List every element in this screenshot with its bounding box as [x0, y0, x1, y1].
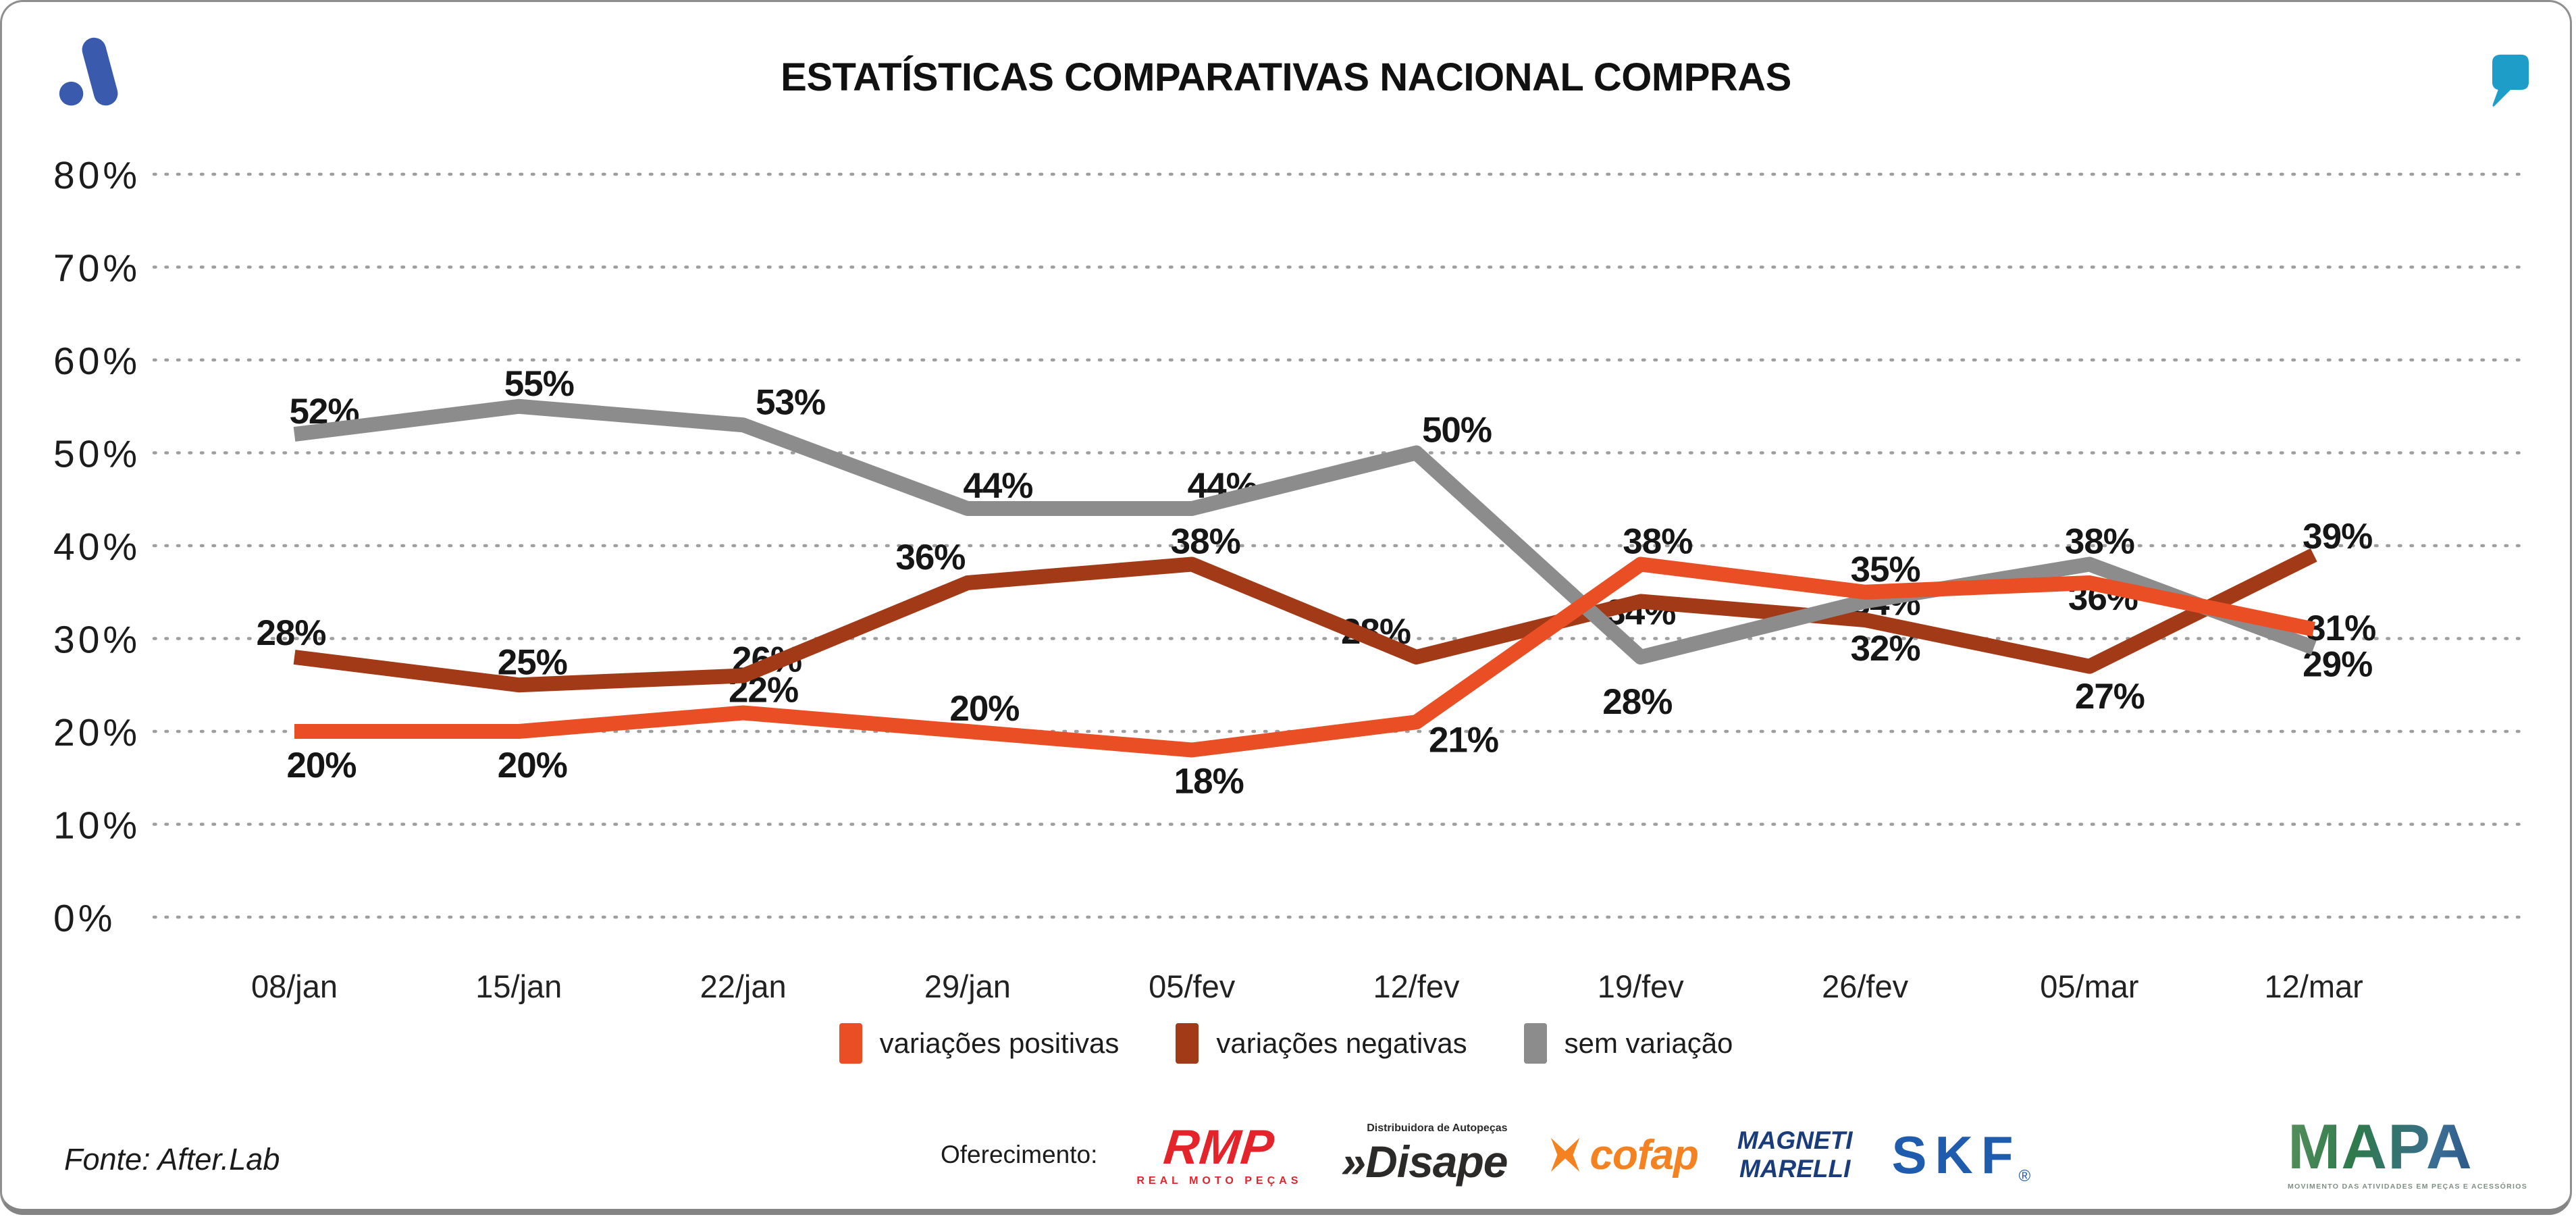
- legend-item-negativas: variações negativas: [1176, 1023, 1467, 1064]
- legend-swatch-positivas: [839, 1023, 862, 1064]
- svg-text:20%: 20%: [286, 746, 356, 785]
- svg-text:19/fev: 19/fev: [1598, 968, 1685, 1004]
- svg-text:38%: 38%: [2065, 522, 2134, 562]
- svg-text:38%: 38%: [1171, 522, 1240, 562]
- svg-text:0%: 0%: [53, 897, 115, 940]
- legend-label-positivas: variações positivas: [879, 1027, 1120, 1059]
- svg-text:36%: 36%: [895, 538, 965, 577]
- chart-legend: variações positivas variações negativas …: [2, 1023, 2570, 1064]
- svg-text:50%: 50%: [1422, 411, 1492, 450]
- svg-text:08/jan: 08/jan: [251, 968, 338, 1004]
- magneti-line1: MAGNETI: [1737, 1126, 1853, 1154]
- skf-registered-mark: ®: [2018, 1166, 2031, 1185]
- svg-text:26/fev: 26/fev: [1822, 968, 1909, 1004]
- disape-tagline: Distribuidora de Autopeças: [1367, 1122, 1508, 1134]
- svg-text:25%: 25%: [498, 642, 567, 682]
- source-note: Fonte: After.Lab: [64, 1142, 280, 1176]
- legend-label-sem-variacao: sem variação: [1564, 1027, 1733, 1059]
- cofap-x-icon: [1550, 1137, 1579, 1172]
- rmp-subtitle: REAL MOTO PEÇAS: [1136, 1175, 1303, 1187]
- svg-text:29/jan: 29/jan: [924, 968, 1011, 1004]
- mapa-subtitle: MOVIMENTO DAS ATIVIDADES EM PEÇAS E ACES…: [2288, 1183, 2528, 1191]
- offering-label: Oferecimento:: [941, 1141, 1098, 1168]
- svg-text:29%: 29%: [2303, 644, 2372, 684]
- svg-text:20%: 20%: [498, 746, 567, 785]
- legend-swatch-negativas: [1176, 1023, 1199, 1064]
- mapa-wordmark: MAPA: [2288, 1115, 2517, 1178]
- svg-text:20%: 20%: [949, 689, 1019, 729]
- line-chart: 80% 70% 60% 50% 40% 30% 20% 10% 0% 08/jan 15/jan 22…: [53, 154, 2529, 1004]
- legend-label-negativas: variações negativas: [1216, 1027, 1467, 1059]
- svg-text:21%: 21%: [1429, 720, 1498, 760]
- legend-item-positivas: variações positivas: [839, 1023, 1120, 1064]
- sponsor-skf-logo: SKF ®: [1891, 1124, 2030, 1186]
- svg-text:27%: 27%: [2075, 677, 2145, 717]
- svg-text:05/mar: 05/mar: [2040, 968, 2138, 1004]
- disape-wordmark: Disape: [1365, 1137, 1508, 1187]
- afterlab-a-icon: [59, 37, 118, 106]
- svg-text:40%: 40%: [53, 525, 140, 569]
- rmp-wordmark: RMP: [1161, 1120, 1278, 1174]
- svg-text:12/mar: 12/mar: [2265, 968, 2363, 1004]
- svg-text:22/jan: 22/jan: [700, 968, 787, 1004]
- sponsor-disape-logo: Distribuidora de Autopeças »Disape: [1341, 1122, 1508, 1187]
- svg-text:53%: 53%: [756, 382, 825, 422]
- svg-text:18%: 18%: [1174, 762, 1244, 802]
- svg-text:60%: 60%: [53, 340, 140, 383]
- svg-text:31%: 31%: [2306, 608, 2375, 648]
- sponsors-row: Oferecimento: RMP REAL MOTO PEÇAS Distri…: [941, 1111, 2030, 1199]
- svg-text:12/fev: 12/fev: [1373, 968, 1460, 1004]
- svg-text:30%: 30%: [53, 619, 140, 662]
- sponsor-magneti-marelli-logo: MAGNETI MARELLI: [1737, 1126, 1853, 1183]
- mapa-logo: MAPA MOVIMENTO DAS ATIVIDADES EM PEÇAS E…: [2288, 1115, 2528, 1191]
- magneti-line2: MARELLI: [1739, 1155, 1851, 1183]
- svg-text:35%: 35%: [1851, 550, 1920, 590]
- sponsor-rmp-logo: RMP REAL MOTO PEÇAS: [1136, 1120, 1303, 1187]
- svg-text:38%: 38%: [1623, 522, 1692, 562]
- skf-wordmark: SKF: [1891, 1124, 2022, 1185]
- svg-text:15/jan: 15/jan: [475, 968, 562, 1004]
- svg-text:50%: 50%: [53, 433, 140, 476]
- svg-text:05/fev: 05/fev: [1149, 968, 1236, 1004]
- legend-item-sem-variacao: sem variação: [1523, 1023, 1733, 1064]
- svg-text:70%: 70%: [53, 247, 140, 290]
- svg-text:28%: 28%: [1602, 682, 1672, 722]
- disape-chevrons: »: [1341, 1137, 1366, 1187]
- svg-text:55%: 55%: [504, 364, 574, 404]
- legend-swatch-sem-variacao: [1523, 1023, 1547, 1064]
- sponsor-cofap-logo: cofap: [1547, 1131, 1699, 1179]
- page-title: ESTATÍSTICAS COMPARATIVAS NACIONAL COMPR…: [781, 55, 1791, 99]
- svg-text:39%: 39%: [2303, 517, 2372, 556]
- svg-text:20%: 20%: [53, 711, 140, 754]
- svg-text:28%: 28%: [256, 613, 325, 653]
- quote-icon: [2492, 54, 2529, 107]
- svg-text:10%: 10%: [53, 804, 140, 848]
- svg-text:44%: 44%: [963, 466, 1032, 506]
- cofap-wordmark: cofap: [1589, 1131, 1699, 1178]
- svg-text:80%: 80%: [53, 154, 140, 197]
